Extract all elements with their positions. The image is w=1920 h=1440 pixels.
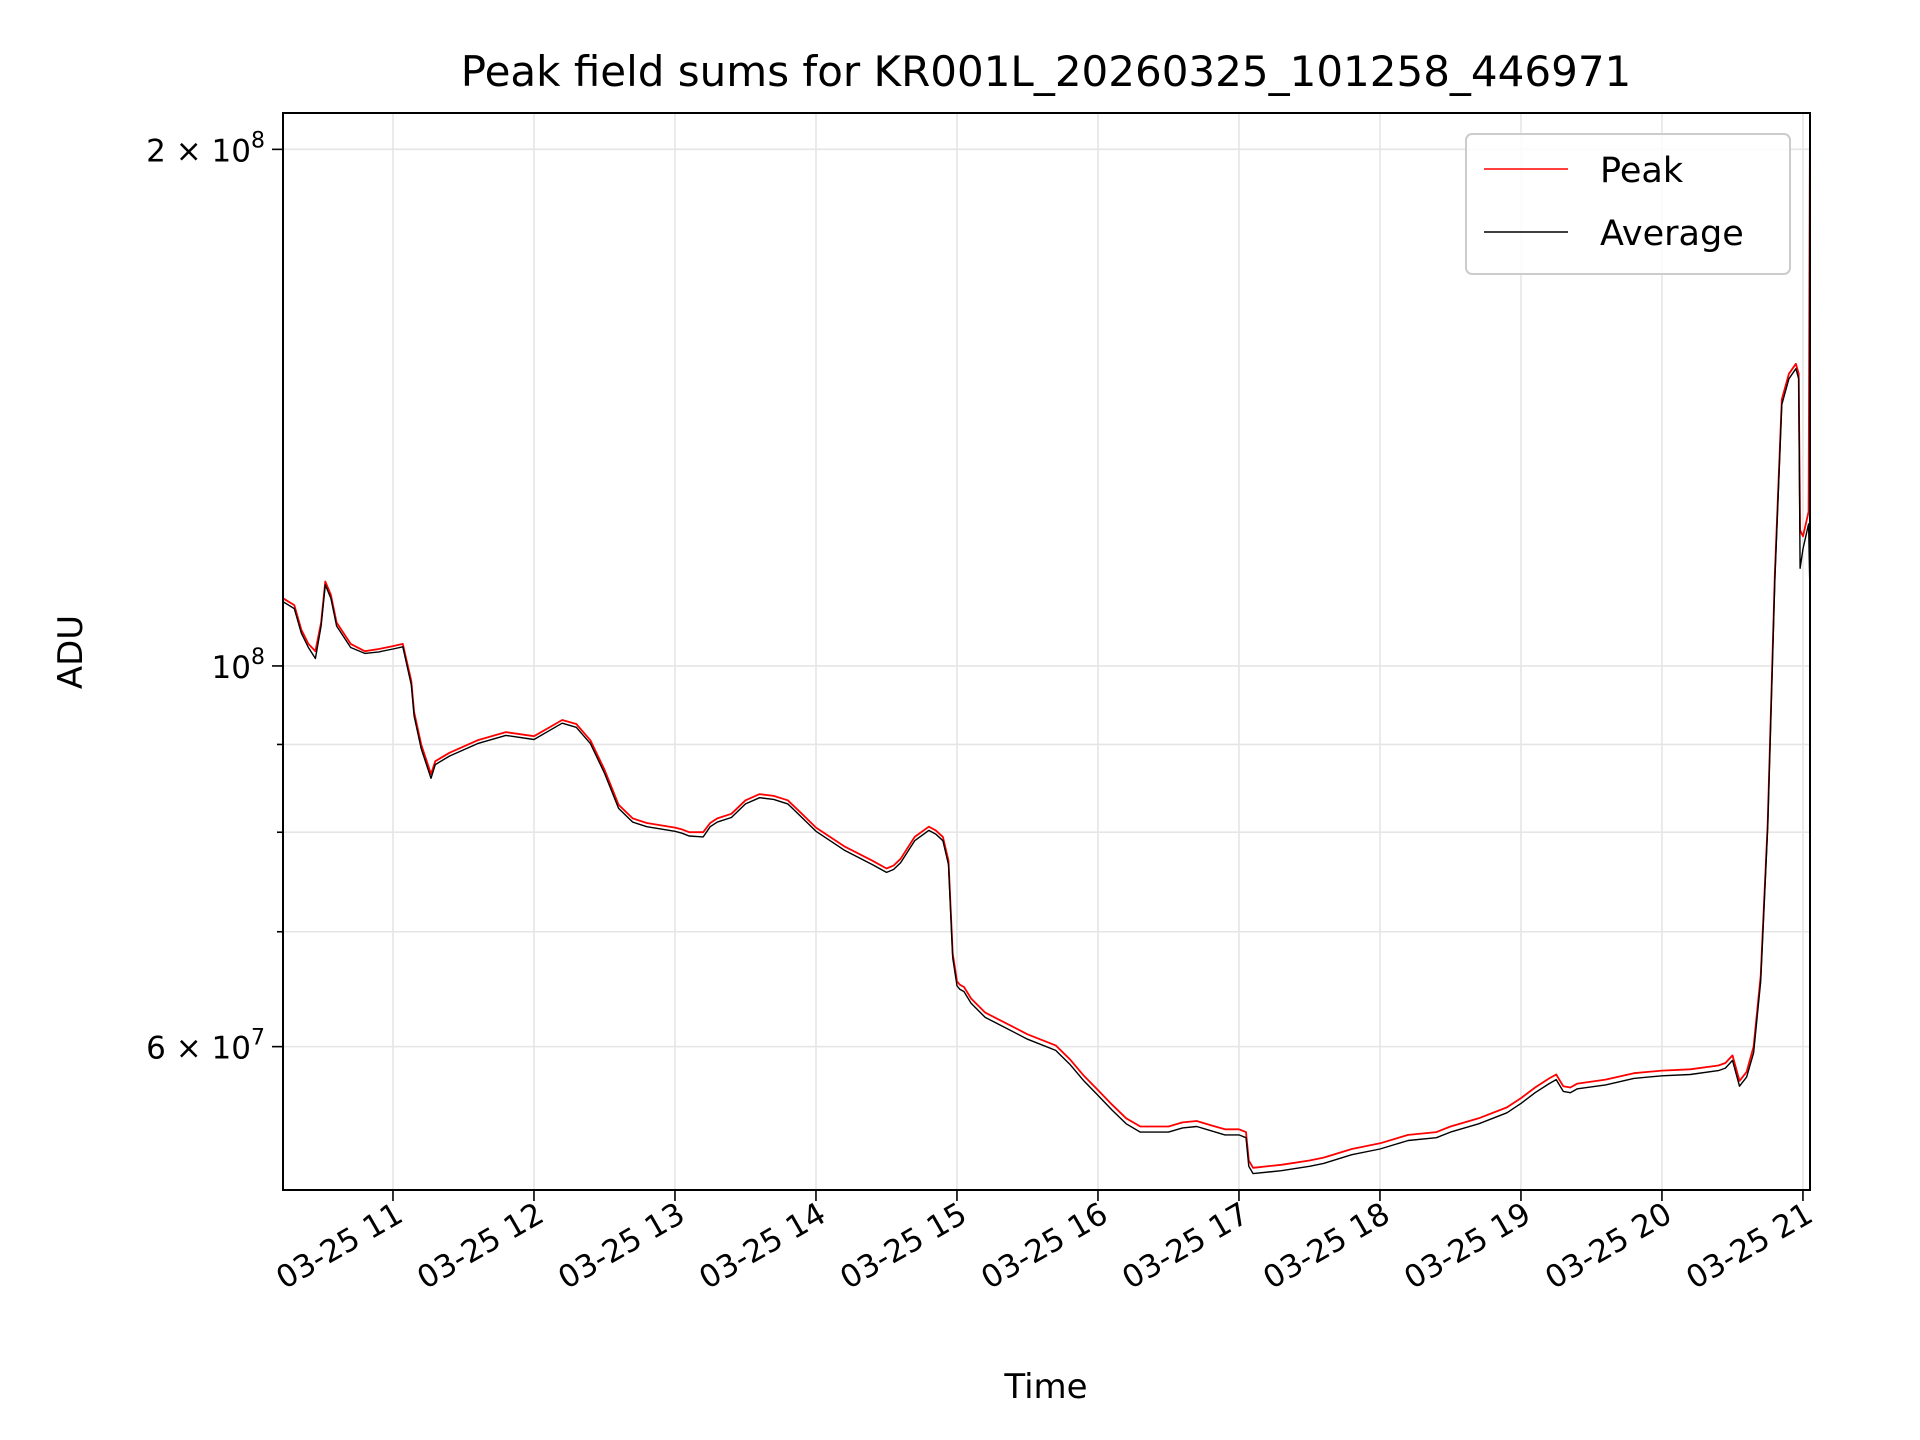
y-axis-ticks: 2 × 108 108 6 × 107 — [146, 128, 283, 1067]
chart-title: Peak field sums for KR001L_20260325_1012… — [461, 47, 1632, 96]
y-tick-label-0: 2 × 108 — [146, 128, 265, 169]
legend-label-average: Average — [1600, 214, 1744, 254]
grid — [283, 113, 1810, 1190]
y-axis-label: ADU — [51, 615, 91, 689]
y-tick-label-1: 108 — [212, 645, 265, 686]
plot-frame — [282, 112, 1811, 1191]
series-group — [282, 112, 1811, 1175]
y-tick-label-2: 6 × 107 — [146, 1026, 265, 1067]
x-axis-label: Time — [1003, 1367, 1087, 1407]
legend-label-peak: Peak — [1600, 151, 1684, 191]
series-line-peak — [282, 112, 1811, 1169]
series-line-average — [282, 368, 1811, 1175]
legend: Peak Average — [1465, 133, 1791, 275]
